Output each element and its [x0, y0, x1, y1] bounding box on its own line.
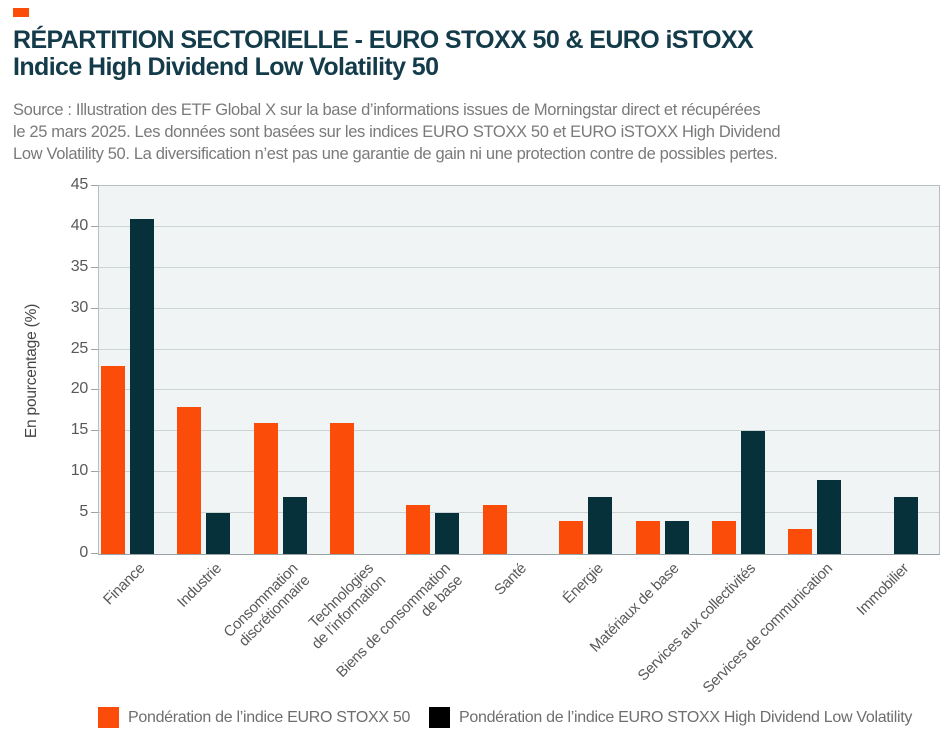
y-tick-label: 10 [70, 462, 89, 480]
legend-item: Pondération de l’indice EURO STOXX High … [429, 707, 912, 728]
bar-group [481, 186, 557, 554]
y-tick-mark [91, 225, 98, 227]
gridline [99, 389, 939, 391]
x-tick-label: Immobilier [853, 560, 912, 619]
y-tick-label: 20 [70, 380, 89, 398]
y-tick-mark [91, 471, 98, 473]
bar-high-dividend-low-volatility [130, 218, 154, 554]
bar-high-dividend-low-volatility [588, 496, 613, 554]
bar-euro-stoxx-50 [711, 521, 736, 554]
bar-euro-stoxx-50 [177, 406, 202, 554]
y-tick-mark [91, 389, 98, 391]
chart-title: RÉPARTITION SECTORIELLE - EURO STOXX 50 … [13, 26, 754, 54]
y-tick-label: 0 [79, 544, 88, 561]
legend-label: Pondération de l’indice EURO STOXX 50 [128, 708, 411, 726]
bar-high-dividend-low-volatility [740, 431, 765, 554]
bar-euro-stoxx-50 [330, 423, 355, 554]
gridline [99, 307, 939, 309]
y-tick-label: 40 [70, 216, 89, 234]
legend-label: Pondération de l’indice EURO STOXX High … [459, 708, 913, 726]
bar-high-dividend-low-volatility [664, 521, 689, 554]
y-tick-mark [91, 430, 98, 432]
y-tick-label: 45 [70, 176, 89, 193]
bar-group [99, 186, 175, 554]
gridline [99, 430, 939, 432]
gridline [99, 471, 939, 473]
bar-high-dividend-low-volatility [206, 513, 231, 554]
brand-mark [13, 8, 29, 17]
bar-euro-stoxx-50 [101, 365, 125, 554]
bar-group [175, 186, 251, 554]
gridline [99, 348, 939, 350]
y-tick-mark [91, 307, 98, 309]
plot-area [98, 185, 940, 555]
gridline [99, 225, 939, 227]
bar-group [252, 186, 328, 554]
legend-item: Pondération de l’indice EURO STOXX 50 [98, 707, 410, 728]
bar-high-dividend-low-volatility [435, 513, 460, 554]
bar-group [557, 186, 633, 554]
bar-high-dividend-low-volatility [893, 496, 918, 554]
bar-group [786, 186, 862, 554]
y-tick-mark [91, 512, 98, 514]
bar-euro-stoxx-50 [253, 423, 278, 554]
bar-high-dividend-low-volatility [282, 496, 307, 554]
y-tick-label: 30 [70, 298, 89, 316]
bar-euro-stoxx-50 [559, 521, 584, 554]
gridline [99, 512, 939, 514]
bar-group [863, 186, 939, 554]
bar-group [710, 186, 786, 554]
bar-euro-stoxx-50 [406, 504, 431, 554]
chart-subtitle: Indice High Dividend Low Volatility 50 [13, 53, 439, 81]
bar-group [328, 186, 404, 554]
bar-euro-stoxx-50 [788, 529, 813, 554]
source-note: Source : Illustration des ETF Global X s… [13, 100, 781, 163]
y-tick-mark [91, 266, 98, 268]
y-tick-mark [91, 553, 98, 554]
y-tick-label: 25 [70, 339, 89, 357]
y-tick-mark [91, 185, 98, 186]
bar-high-dividend-low-volatility [817, 480, 842, 554]
y-tick-label: 5 [79, 503, 88, 521]
legend: Pondération de l’indice EURO STOXX 50 Pon… [98, 707, 938, 737]
y-tick-mark [91, 348, 98, 350]
bar-euro-stoxx-50 [635, 521, 660, 554]
bar-group [404, 186, 480, 554]
y-axis-title: En pourcentage (%) [23, 303, 40, 439]
bar-group [634, 186, 710, 554]
y-tick-label: 35 [70, 257, 89, 275]
y-tick-label: 15 [70, 421, 89, 439]
bar-euro-stoxx-50 [482, 504, 507, 554]
gridline [99, 266, 939, 268]
legend-swatch [429, 707, 450, 728]
legend-swatch [98, 707, 119, 728]
